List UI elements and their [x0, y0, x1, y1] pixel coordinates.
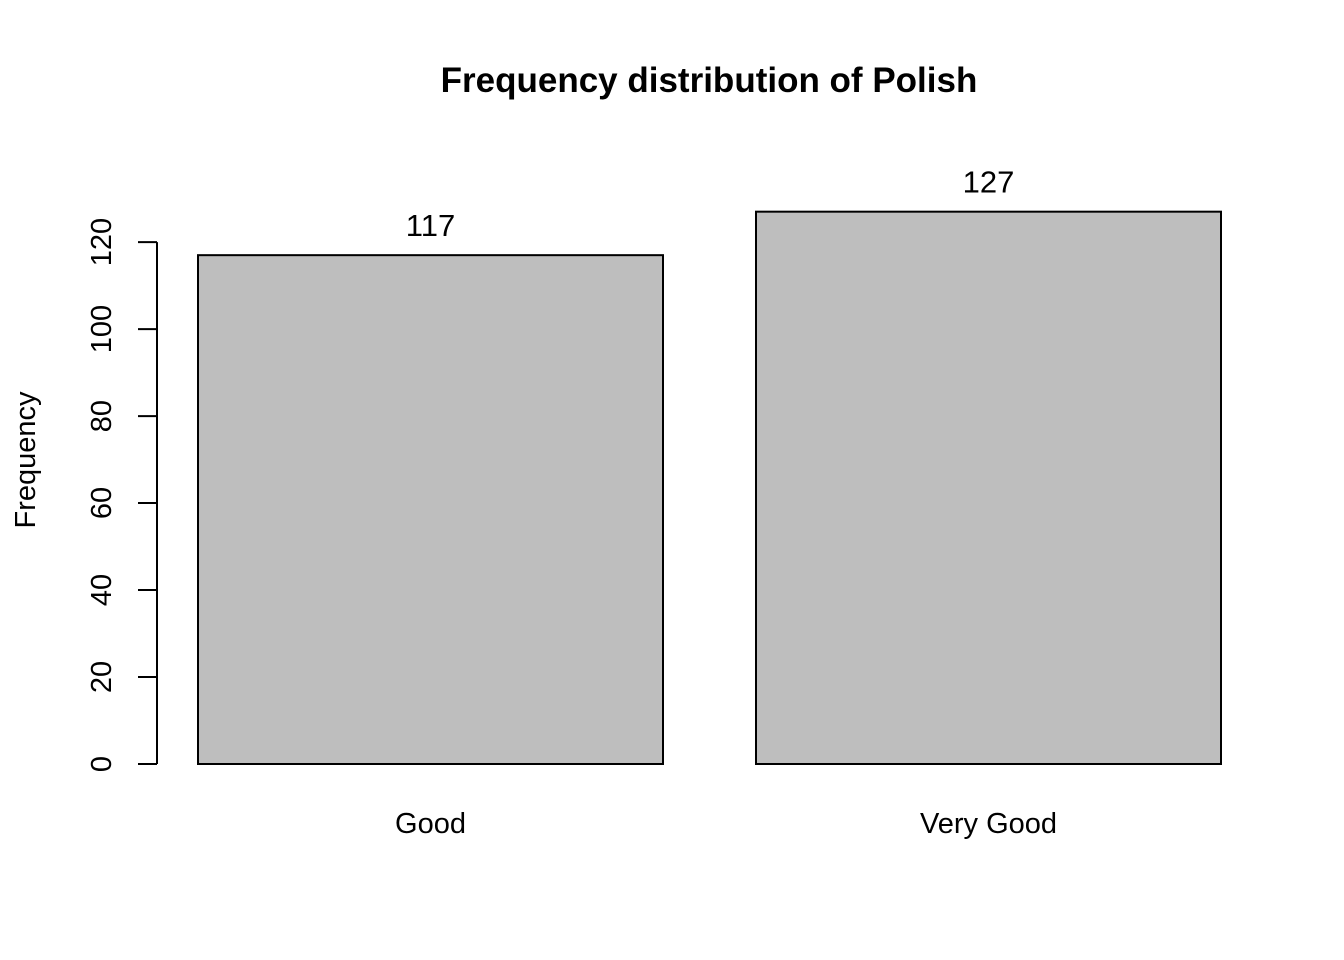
data-label: 127 [963, 165, 1015, 200]
category-label: Very Good [920, 808, 1057, 840]
category-label: Good [395, 808, 466, 840]
chart-title: Frequency distribution of Polish [441, 61, 978, 100]
data-labels: 117 127 [406, 165, 1015, 243]
bars [197, 210, 1222, 766]
y-tick-label: 20 [86, 661, 118, 693]
y-tick-label: 80 [86, 400, 118, 432]
y-tick-label: 60 [86, 487, 118, 519]
category-labels: Good Very Good [395, 808, 1057, 840]
y-axis-label: Frequency [10, 391, 42, 529]
y-tick-label: 0 [86, 756, 118, 772]
y-tick-label: 40 [86, 574, 118, 606]
data-label: 117 [406, 208, 455, 243]
bar [197, 254, 664, 766]
y-tick-label: 120 [86, 218, 118, 266]
bar [755, 210, 1222, 765]
y-tick-label: 100 [86, 305, 118, 353]
y-axis: 0 20 40 60 80 100 120 [86, 218, 158, 772]
